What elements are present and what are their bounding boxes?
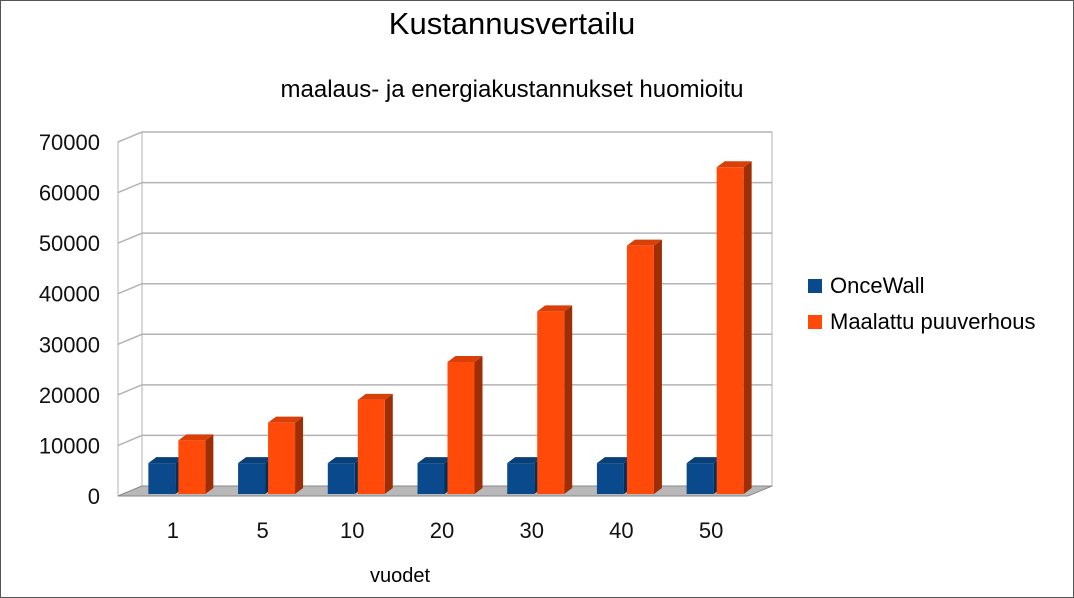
gridline	[117, 232, 772, 244]
bar-maalattu-5	[268, 416, 304, 494]
x-tick-label: 5	[256, 518, 268, 543]
bar-oncewall-1	[148, 457, 184, 494]
bar-maalattu-50	[716, 161, 752, 495]
bar-maalattu-10	[357, 393, 393, 494]
bar-oncewall-30	[507, 457, 543, 494]
gridline	[117, 131, 772, 143]
bar-oncewall-50	[686, 457, 722, 494]
y-tick-label: 0	[88, 484, 100, 509]
bar-maalattu-1	[178, 434, 214, 494]
bar-maalattu-30	[537, 305, 573, 494]
bar-oncewall-40	[596, 457, 632, 494]
y-tick-label: 60000	[39, 181, 100, 206]
bar-maalattu-20	[447, 355, 483, 494]
gridline	[117, 282, 772, 295]
y-tick-label: 50000	[39, 231, 100, 256]
bar-oncewall-10	[327, 457, 363, 494]
legend-swatch-maalattu	[808, 315, 822, 329]
x-tick-label: 10	[340, 518, 364, 543]
plot-walls	[117, 131, 773, 497]
chart-title: Kustannusvertailu	[388, 6, 636, 41]
gridline	[117, 181, 772, 194]
y-tick-label: 10000	[39, 433, 100, 458]
x-tick-label: 30	[519, 518, 543, 543]
legend-item-oncewall: OnceWall	[808, 268, 1035, 304]
side-wall	[117, 131, 143, 497]
x-tick-label: 50	[699, 518, 723, 543]
y-axis-ticks: 0 10000 20000 30000 40000 50000 60000 70000	[39, 130, 100, 509]
x-axis-label: vuodet	[369, 565, 431, 587]
y-tick-label: 40000	[39, 282, 100, 307]
legend: OnceWall Maalattu puuverhous	[808, 268, 1035, 340]
chart-subtitle: maalaus- ja energiakustannukset huomioit…	[280, 76, 744, 103]
x-tick-label: 40	[609, 518, 633, 543]
x-axis-ticks: 1 5 10 20 30 40 50	[167, 518, 724, 543]
y-tick-label: 20000	[39, 383, 100, 408]
x-tick-label: 20	[430, 518, 454, 543]
bar-oncewall-5	[238, 457, 274, 494]
x-tick-label: 1	[167, 518, 179, 543]
bars	[148, 161, 752, 495]
legend-item-maalattu: Maalattu puuverhous	[808, 304, 1035, 340]
legend-label-oncewall: OnceWall	[830, 273, 925, 298]
legend-swatch-oncewall	[808, 279, 822, 293]
legend-label-maalattu: Maalattu puuverhous	[830, 309, 1036, 334]
y-tick-label: 70000	[39, 130, 100, 155]
bar-maalattu-40	[626, 239, 662, 494]
bar-oncewall-20	[417, 457, 453, 494]
y-tick-label: 30000	[39, 332, 100, 357]
